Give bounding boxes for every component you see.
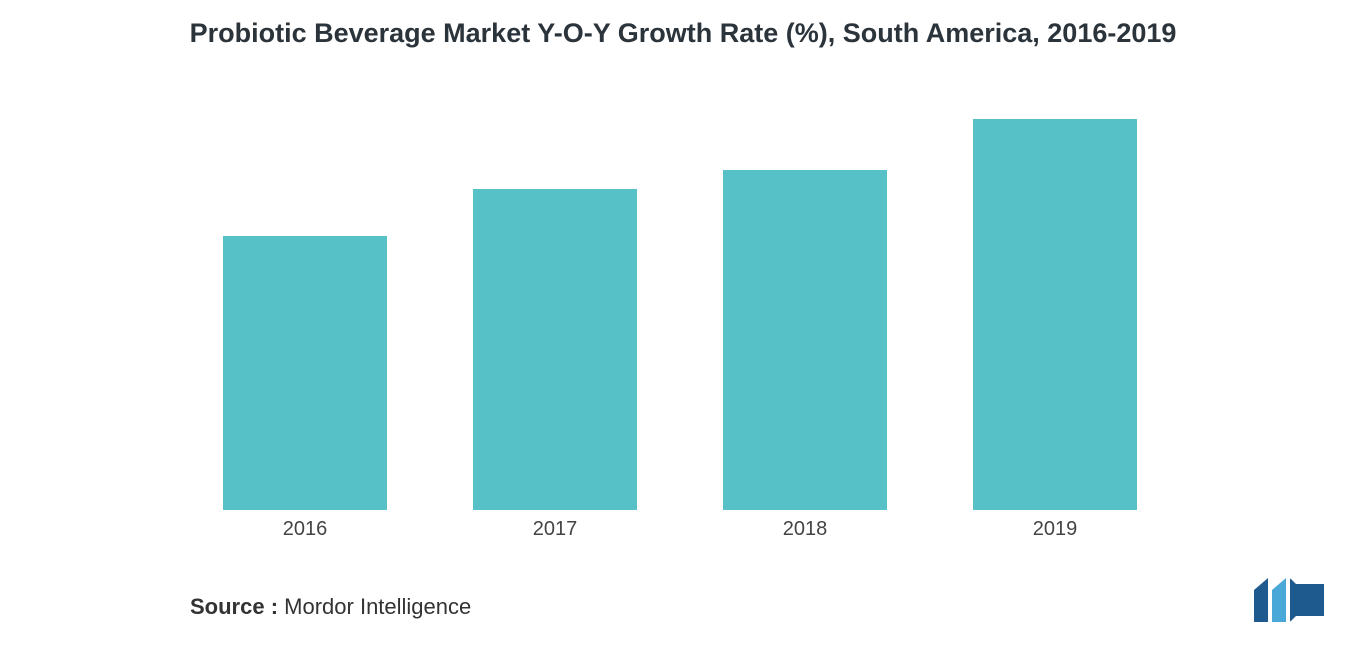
x-axis-label: 2019 xyxy=(930,510,1180,541)
bar-2019 xyxy=(973,119,1137,510)
mordor-logo-icon xyxy=(1254,578,1324,627)
bar-2018 xyxy=(723,170,887,510)
chart-title: Probiotic Beverage Market Y-O-Y Growth R… xyxy=(0,18,1366,49)
plot-area xyxy=(180,80,1180,510)
chart-container: Probiotic Beverage Market Y-O-Y Growth R… xyxy=(0,0,1366,655)
x-axis-label: 2018 xyxy=(680,510,930,541)
source-value: Mordor Intelligence xyxy=(284,594,471,619)
x-axis: 2016 2017 2018 2019 xyxy=(180,510,1180,541)
source-label: Source : xyxy=(190,594,278,619)
bar-2017 xyxy=(473,189,637,510)
x-axis-label: 2016 xyxy=(180,510,430,541)
bar-2016 xyxy=(223,236,387,510)
x-axis-label: 2017 xyxy=(430,510,680,541)
source-attribution: Source : Mordor Intelligence xyxy=(190,594,471,620)
bar-slot xyxy=(680,80,930,510)
bar-slot xyxy=(430,80,680,510)
bars-group xyxy=(180,80,1180,510)
bar-slot xyxy=(180,80,430,510)
bar-slot xyxy=(930,80,1180,510)
